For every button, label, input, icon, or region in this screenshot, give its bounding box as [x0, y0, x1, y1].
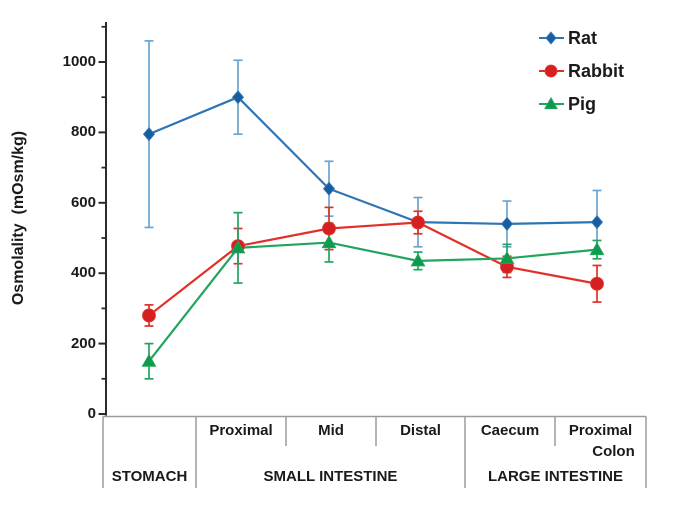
legend-item-label: Rabbit [568, 61, 624, 81]
y-axis-tick-label: 400 [70, 264, 96, 281]
y-axis-tick-label: 200 [70, 335, 96, 352]
rat-diamond-marker-icon [539, 31, 564, 45]
x-axis-group-large-intestine: LARGE INTESTINE [487, 468, 623, 485]
segment-label: Distal [400, 422, 441, 439]
y-axis-tick-label: 1000 [62, 53, 96, 70]
legend-item-label: Rat [568, 28, 598, 48]
x-axis-segment-distal: Distal [376, 420, 465, 441]
segment-label: Caecum [480, 422, 540, 439]
rabbit-circle-marker-icon [539, 64, 564, 78]
y-axis-tick-label: 600 [70, 194, 96, 211]
legend-item-rat: Rat [538, 26, 624, 50]
x-axis-segment-caecum: Caecum [465, 420, 555, 441]
segment-label: Proximal [568, 422, 633, 439]
x-axis-group-small-intestine: SMALL INTESTINE [263, 468, 398, 485]
legend-item-rabbit: Rabbit [538, 59, 624, 83]
legend-item-pig: Pig [538, 92, 624, 116]
x-axis-segment-mid: Mid [286, 420, 376, 441]
segment-label-line2: Colon [592, 443, 635, 460]
y-axis-tick-label: 800 [70, 123, 96, 140]
segment-label: Mid [318, 422, 344, 439]
x-axis-segment-proximal: Proximal [196, 420, 286, 441]
y-axis-title: Osmolality (mOsm/kg) [10, 130, 27, 306]
y-axis-tick-label: 0 [87, 405, 96, 422]
pig-triangle-marker-icon [539, 96, 564, 110]
x-axis-group-stomach: STOMACH [111, 468, 188, 485]
legend-item-label: Pig [568, 94, 597, 114]
legend: Rat Rabbit Pig [538, 26, 624, 125]
segment-label: Proximal [209, 422, 273, 439]
x-axis-segment-proximal-colon: Proximal Colon [555, 420, 646, 462]
